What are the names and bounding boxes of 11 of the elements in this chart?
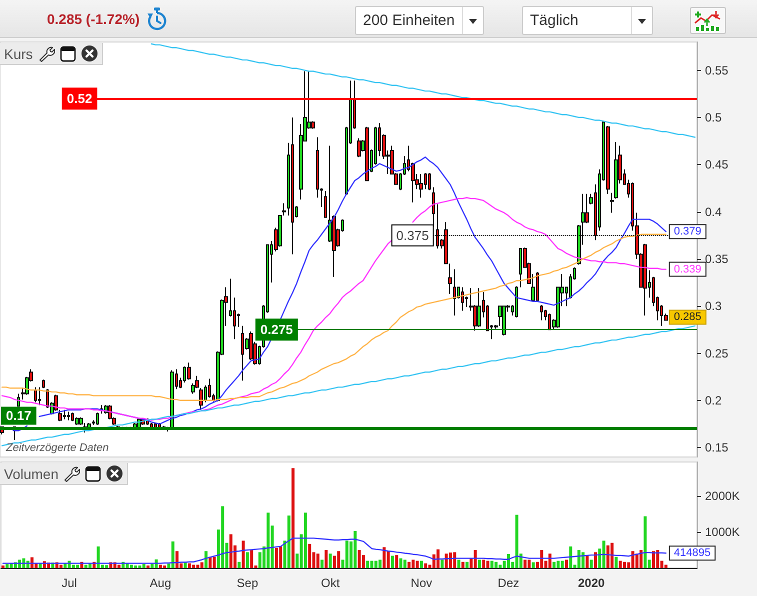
y-tick-label: 0.35: [705, 252, 729, 266]
y-tick-label: 0.15: [705, 440, 729, 455]
y-tick-label: 0.3: [705, 299, 722, 314]
y-tick-label: 0.25: [705, 346, 729, 360]
y-tick-label: 2000K: [705, 489, 740, 504]
y-tick-label: 0.2: [705, 393, 722, 408]
y-tick-label: 0.5: [705, 110, 722, 124]
y-tick-label: 0.45: [705, 158, 729, 172]
y-tick-label: 1000K: [705, 525, 740, 540]
y-tick-label: 0.55: [705, 63, 729, 78]
y-tick-label: 0.4: [705, 204, 722, 219]
